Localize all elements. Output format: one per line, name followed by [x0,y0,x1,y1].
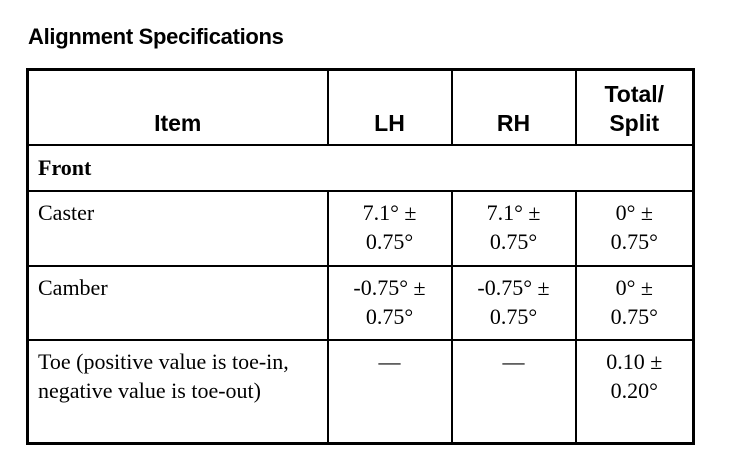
rh-cell: 7.1° ± 0.75° [450,189,577,267]
header-total-split: Total/ Split [574,68,695,146]
rh-cell: — [450,338,577,445]
item-cell: Toe (positive value is toe-in, negative … [26,338,329,445]
table-row: Toe (positive value is toe-in, negative … [26,338,695,445]
document-title: Alignment Specifications [28,24,284,49]
lh-cell: -0.75° ± 0.75° [326,264,453,341]
section-front: Front [26,143,695,192]
header-rh: RH [450,68,577,146]
lh-cell: 7.1° ± 0.75° [326,189,453,267]
table-row: Camber -0.75° ± 0.75° -0.75° ± 0.75° 0° … [26,264,695,341]
header-item: Item [26,68,329,146]
item-cell: Caster [26,189,329,267]
header-total-split-label: Total/ Split [604,80,665,136]
alignment-spec-table: Item LH RH Total/ Split Front Caster 7.1… [26,68,695,445]
table-header-row: Item LH RH Total/ Split [26,68,695,146]
item-cell: Camber [26,264,329,341]
rh-cell: -0.75° ± 0.75° [450,264,577,341]
section-row: Front [26,143,695,192]
total-cell: 0.10 ± 0.20° [574,338,695,445]
header-lh: LH [326,68,453,146]
table-row: Caster 7.1° ± 0.75° 7.1° ± 0.75° 0° ± 0.… [26,189,695,267]
lh-cell: — [326,338,453,445]
total-cell: 0° ± 0.75° [574,264,695,341]
total-cell: 0° ± 0.75° [574,189,695,267]
